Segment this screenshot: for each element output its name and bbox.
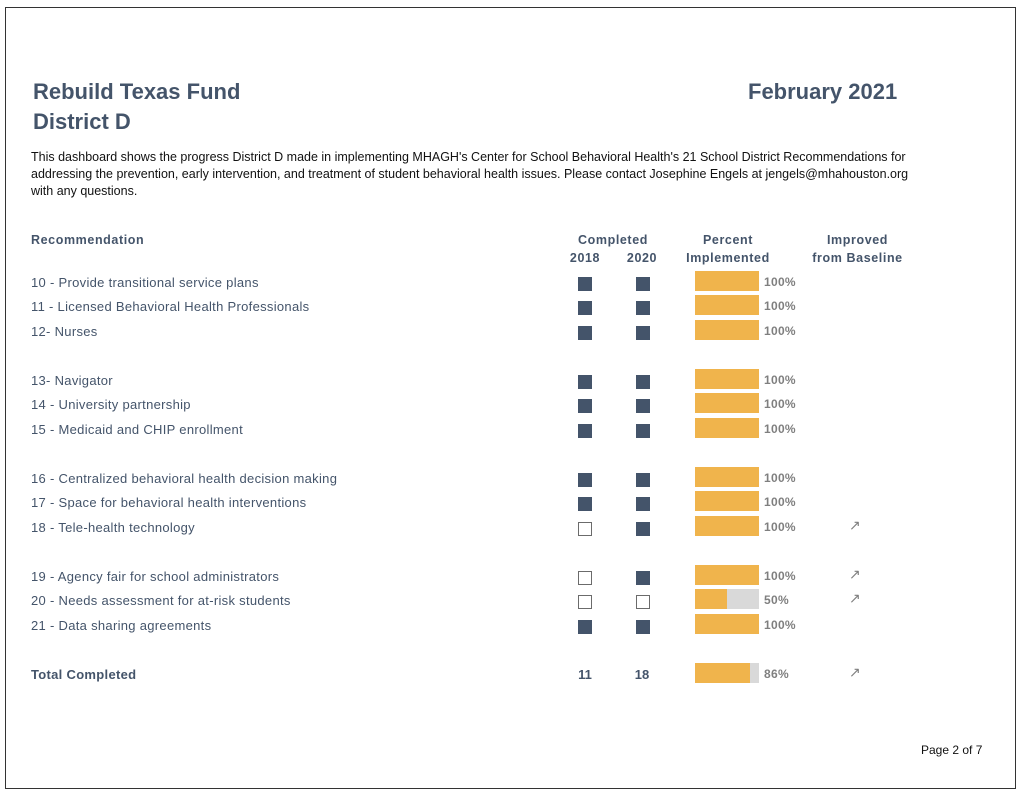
completed-box-2018	[578, 301, 592, 315]
page-number: Page 2 of 7	[921, 743, 983, 757]
percent-label: 100%	[764, 275, 796, 289]
header-improved: Improved	[826, 233, 889, 247]
percent-bar	[695, 516, 759, 536]
completed-box-2018	[578, 326, 592, 340]
completed-box-2018	[578, 375, 592, 389]
percent-bar	[695, 614, 759, 634]
not-completed-box-2020	[636, 595, 650, 609]
recommendation-label: 18 - Tele-health technology	[31, 520, 195, 535]
percent-bar-fill	[695, 467, 759, 487]
percent-bar	[695, 295, 759, 315]
percent-label: 100%	[764, 520, 796, 534]
recommendation-label: 12- Nurses	[31, 324, 98, 339]
percent-label: 100%	[764, 422, 796, 436]
org-title: Rebuild Texas Fund	[33, 79, 241, 104]
not-completed-box-2018	[578, 571, 592, 585]
completed-box-2020	[636, 522, 650, 536]
total-label: Total Completed	[31, 667, 137, 682]
header-completed: Completed	[578, 233, 648, 247]
percent-bar-fill	[695, 393, 759, 413]
improved-arrow-icon: ↗	[849, 517, 861, 533]
percent-label: 100%	[764, 373, 796, 387]
completed-box-2020	[636, 326, 650, 340]
recommendation-label: 10 - Provide transitional service plans	[31, 275, 259, 290]
completed-box-2020	[636, 301, 650, 315]
header-year-2018: 2018	[569, 251, 601, 265]
percent-label: 100%	[764, 324, 796, 338]
total-2020: 18	[634, 667, 650, 682]
percent-bar	[695, 393, 759, 413]
report-page	[5, 7, 1016, 789]
percent-bar-fill	[695, 565, 759, 585]
recommendation-label: 17 - Space for behavioral health interve…	[31, 495, 307, 510]
percent-bar	[695, 369, 759, 389]
recommendation-label: 13- Navigator	[31, 373, 113, 388]
total-percent-label: 86%	[764, 667, 789, 681]
improved-arrow-icon: ↗	[849, 664, 861, 680]
percent-label: 100%	[764, 495, 796, 509]
header-recommendation: Recommendation	[31, 233, 145, 247]
completed-box-2020	[636, 571, 650, 585]
percent-label: 100%	[764, 569, 796, 583]
improved-arrow-icon: ↗	[849, 590, 861, 606]
not-completed-box-2018	[578, 595, 592, 609]
percent-bar-fill	[695, 491, 759, 511]
not-completed-box-2018	[578, 522, 592, 536]
percent-bar-fill	[695, 589, 727, 609]
district-title: District D	[33, 109, 131, 134]
total-percent-bar	[695, 663, 759, 683]
completed-box-2018	[578, 497, 592, 511]
header-implemented: Implemented	[686, 251, 770, 265]
completed-box-2018	[578, 277, 592, 291]
recommendation-label: 19 - Agency fair for school administrato…	[31, 569, 280, 584]
completed-box-2020	[636, 424, 650, 438]
percent-bar	[695, 491, 759, 511]
percent-bar-fill	[695, 271, 759, 291]
header-from-baseline: from Baseline	[812, 251, 903, 265]
percent-bar-fill	[695, 295, 759, 315]
percent-bar	[695, 589, 759, 609]
recommendation-label: 15 - Medicaid and CHIP enrollment	[31, 422, 243, 437]
recommendation-label: 11 - Licensed Behavioral Health Professi…	[31, 299, 310, 314]
recommendation-label: 16 - Centralized behavioral health decis…	[31, 471, 338, 486]
completed-box-2018	[578, 473, 592, 487]
completed-box-2018	[578, 620, 592, 634]
header-percent: Percent	[702, 233, 754, 247]
percent-label: 100%	[764, 618, 796, 632]
completed-box-2020	[636, 399, 650, 413]
recommendation-label: 20 - Needs assessment for at-risk studen…	[31, 593, 291, 608]
total-percent-bar-fill	[695, 663, 751, 683]
completed-box-2020	[636, 620, 650, 634]
completed-box-2020	[636, 497, 650, 511]
completed-box-2020	[636, 375, 650, 389]
percent-bar-fill	[695, 614, 759, 634]
percent-bar-fill	[695, 516, 759, 536]
percent-label: 100%	[764, 471, 796, 485]
completed-box-2018	[578, 424, 592, 438]
report-date: February 2021	[748, 79, 898, 104]
completed-box-2020	[636, 473, 650, 487]
percent-bar-fill	[695, 320, 759, 340]
percent-bar	[695, 565, 759, 585]
percent-bar	[695, 271, 759, 291]
completed-box-2018	[578, 399, 592, 413]
header-year-2020: 2020	[626, 251, 658, 265]
intro-paragraph: This dashboard shows the progress Distri…	[31, 150, 909, 198]
percent-label: 100%	[764, 299, 796, 313]
percent-bar	[695, 418, 759, 438]
percent-bar	[695, 467, 759, 487]
percent-label: 100%	[764, 397, 796, 411]
percent-bar	[695, 320, 759, 340]
recommendation-label: 14 - University partnership	[31, 397, 191, 412]
completed-box-2020	[636, 277, 650, 291]
total-2018: 11	[578, 667, 592, 682]
percent-bar-fill	[695, 418, 759, 438]
percent-bar-fill	[695, 369, 759, 389]
recommendation-label: 21 - Data sharing agreements	[31, 618, 212, 633]
improved-arrow-icon: ↗	[849, 566, 861, 582]
percent-label: 50%	[764, 593, 789, 607]
